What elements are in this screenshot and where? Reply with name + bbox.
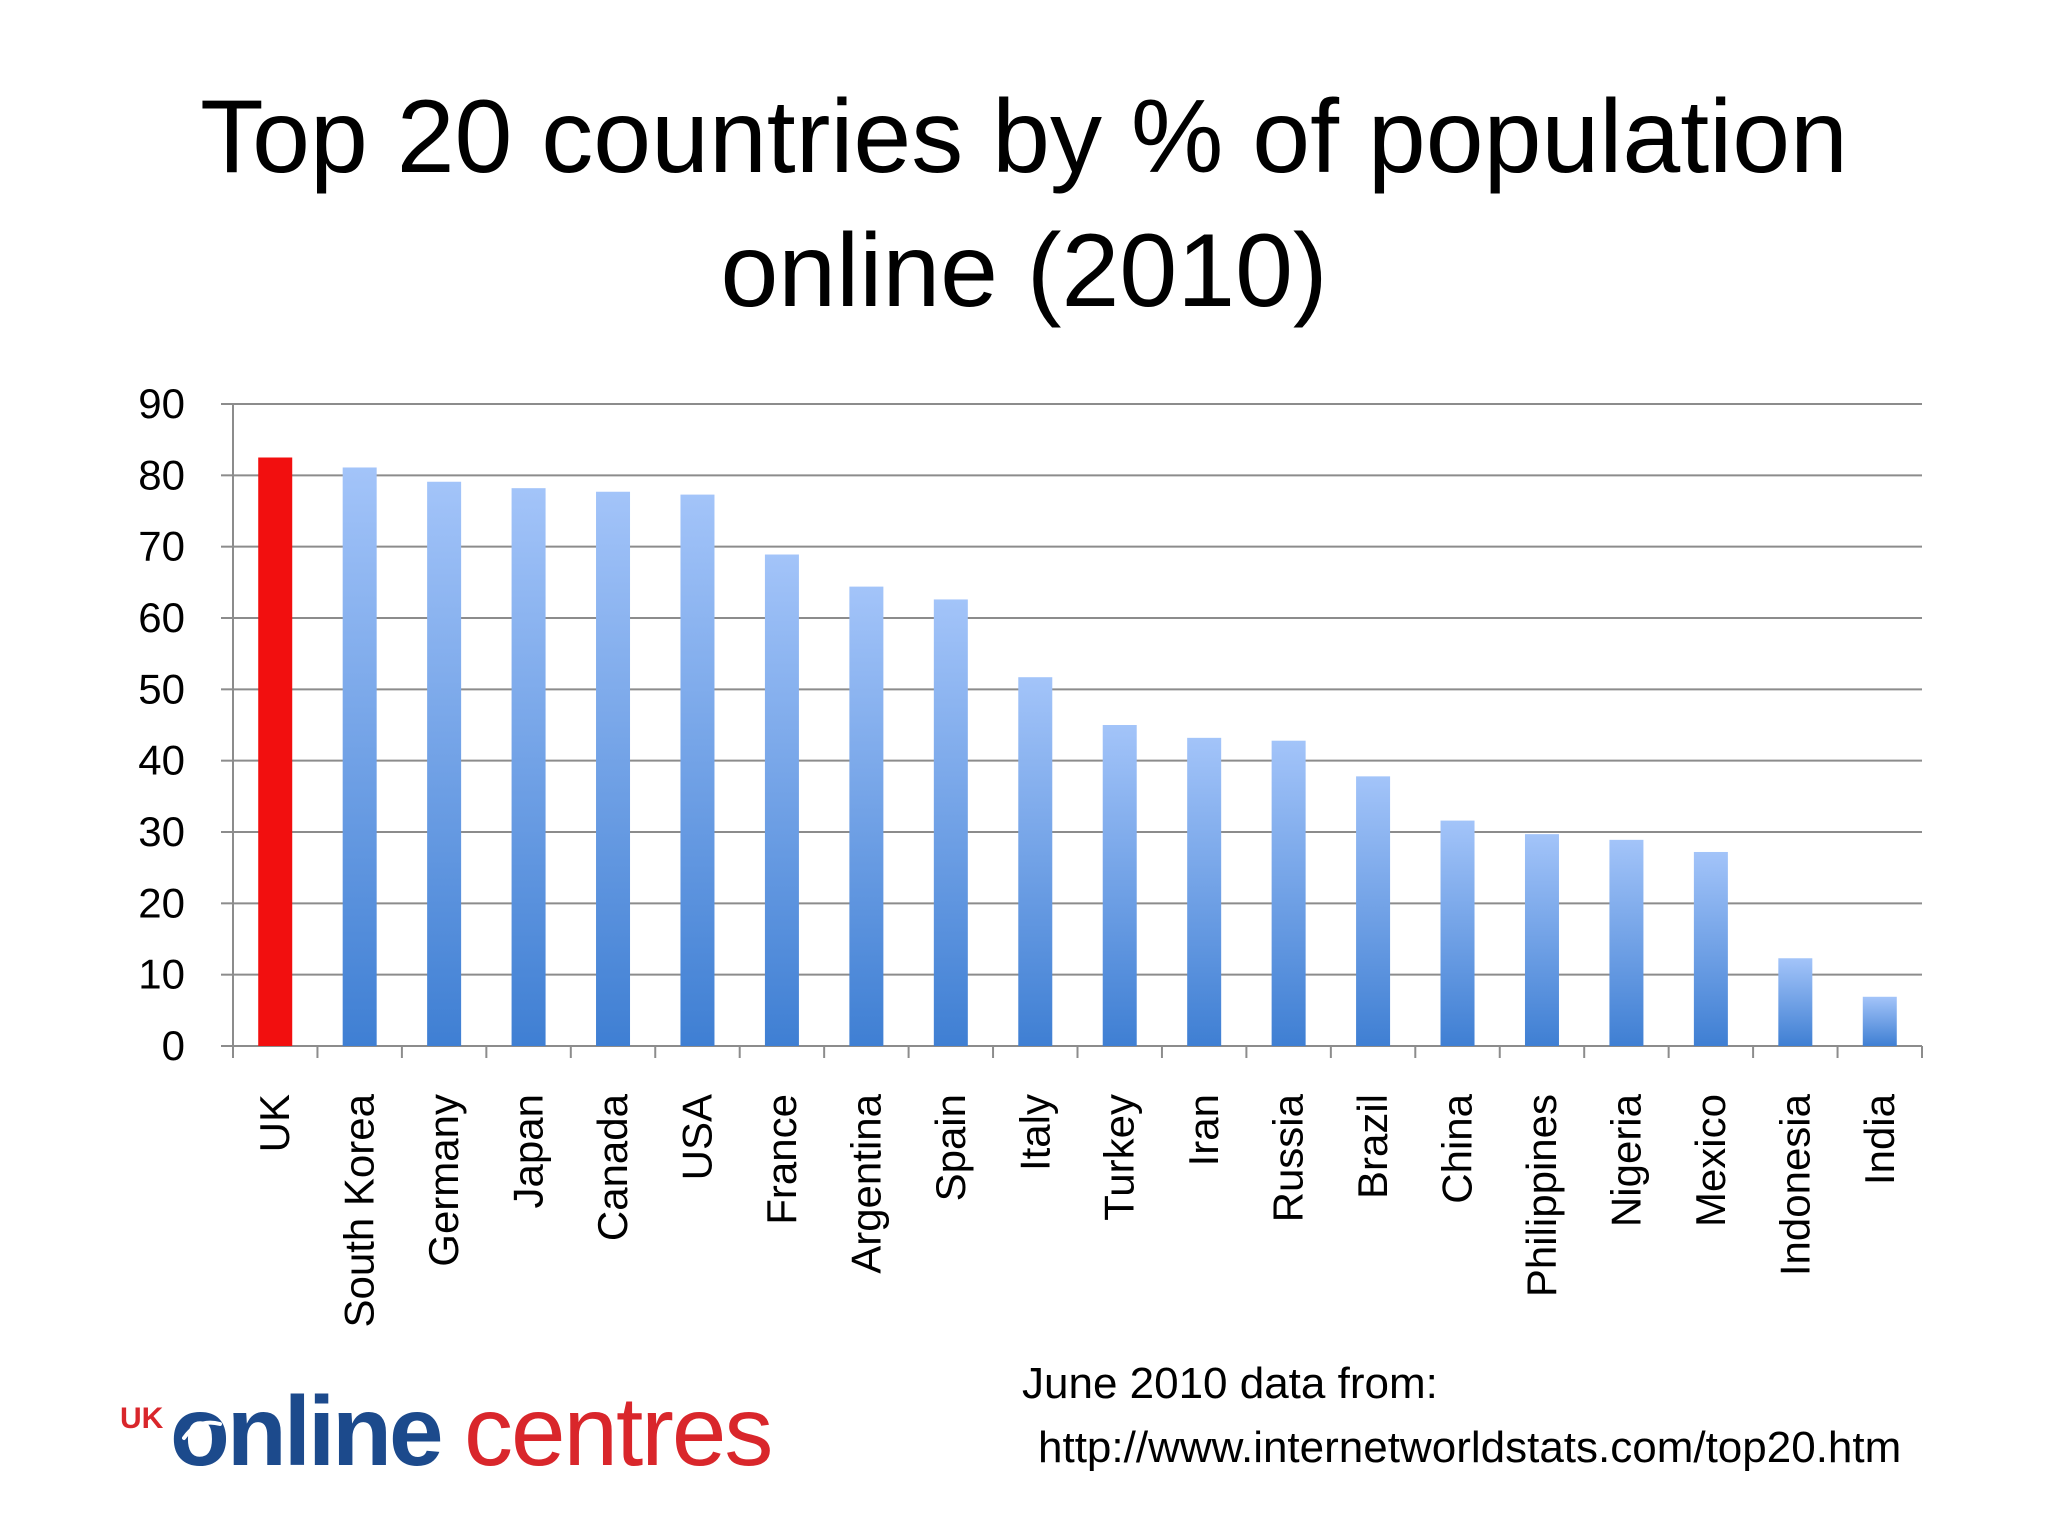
source-url-link[interactable]: http://www.internetworldstats.com/top20.… bbox=[1038, 1423, 1902, 1472]
x-tick-label: Philippines bbox=[1518, 1094, 1565, 1297]
y-tick-label: 70 bbox=[138, 523, 185, 570]
logo-prefix: UK bbox=[120, 1402, 164, 1435]
bar-usa bbox=[680, 494, 715, 1046]
y-tick-label: 60 bbox=[138, 594, 185, 641]
bar-iran bbox=[1187, 737, 1222, 1046]
x-tick-label: France bbox=[758, 1094, 805, 1225]
y-tick-label: 0 bbox=[162, 1022, 185, 1069]
bar-south-korea bbox=[342, 467, 377, 1046]
logo-word-online: online bbox=[170, 1376, 444, 1486]
bar-france bbox=[764, 554, 799, 1046]
x-tick-label: Turkey bbox=[1096, 1094, 1143, 1221]
x-tick-label: Canada bbox=[589, 1093, 636, 1241]
bars bbox=[258, 457, 1897, 1047]
x-tick-label: Germany bbox=[420, 1094, 467, 1267]
x-tick-label: Spain bbox=[927, 1094, 974, 1201]
x-tick-label: USA bbox=[673, 1094, 720, 1180]
bar-mexico bbox=[1693, 851, 1728, 1046]
x-tick-label: Japan bbox=[505, 1094, 552, 1208]
bar-philippines bbox=[1524, 834, 1559, 1046]
bar-nigeria bbox=[1609, 839, 1644, 1046]
y-tick-label: 20 bbox=[138, 879, 185, 926]
slide-title-line-2: online (2010) bbox=[720, 213, 1328, 329]
x-tick-label: Russia bbox=[1265, 1093, 1312, 1222]
x-tick-label: UK bbox=[251, 1094, 298, 1152]
bar-japan bbox=[511, 488, 546, 1046]
x-tick-label: India bbox=[1856, 1093, 1903, 1185]
source-note: June 2010 data from: http://www.internet… bbox=[1022, 1352, 1901, 1480]
bar-turkey bbox=[1102, 725, 1137, 1046]
logo-swoosh-icon bbox=[182, 1420, 222, 1440]
y-tick-label: 10 bbox=[138, 951, 185, 998]
bar-indonesia bbox=[1778, 958, 1813, 1046]
x-tick-label: Iran bbox=[1180, 1094, 1227, 1166]
x-tick-label: Brazil bbox=[1349, 1094, 1396, 1199]
bar-china bbox=[1440, 820, 1475, 1046]
y-tick-label: 40 bbox=[138, 737, 185, 784]
x-tick-label: Indonesia bbox=[1771, 1093, 1818, 1276]
x-tick-label: Argentina bbox=[842, 1093, 889, 1273]
x-tick-label: Mexico bbox=[1687, 1094, 1734, 1227]
bar-italy bbox=[1018, 677, 1053, 1046]
y-tick-label: 50 bbox=[138, 665, 185, 712]
gridlines bbox=[233, 403, 1922, 976]
bar-brazil bbox=[1356, 776, 1391, 1046]
bar-germany bbox=[427, 481, 462, 1047]
slide-title-line-1: Top 20 countries by % of population bbox=[200, 79, 1848, 195]
bar-india bbox=[1862, 996, 1897, 1046]
logo-word-centres: centres bbox=[464, 1376, 773, 1486]
source-label: June 2010 data from: bbox=[1022, 1359, 1438, 1408]
y-tick-labels: 0 10 20 30 40 50 60 70 80 90 bbox=[138, 380, 185, 1069]
x-tick-label: Italy bbox=[1011, 1094, 1058, 1171]
x-tick-label: South Korea bbox=[336, 1093, 383, 1327]
bar-russia bbox=[1271, 740, 1306, 1046]
slide-title: Top 20 countries by % of population onli… bbox=[124, 70, 1924, 338]
bar-uk bbox=[258, 457, 293, 1046]
axes bbox=[221, 403, 1923, 1058]
y-tick-label: 30 bbox=[138, 808, 185, 855]
y-tick-label: 80 bbox=[138, 451, 185, 498]
y-tick-label: 90 bbox=[138, 380, 185, 427]
bar-spain bbox=[933, 599, 968, 1046]
x-tick-labels: UK South Korea Germany Japan Canada USA France… bbox=[251, 1093, 1903, 1327]
bar-argentina bbox=[849, 586, 884, 1046]
bar-canada bbox=[596, 491, 631, 1046]
x-tick-label: China bbox=[1434, 1093, 1481, 1203]
x-tick-label: Nigeria bbox=[1602, 1093, 1649, 1227]
